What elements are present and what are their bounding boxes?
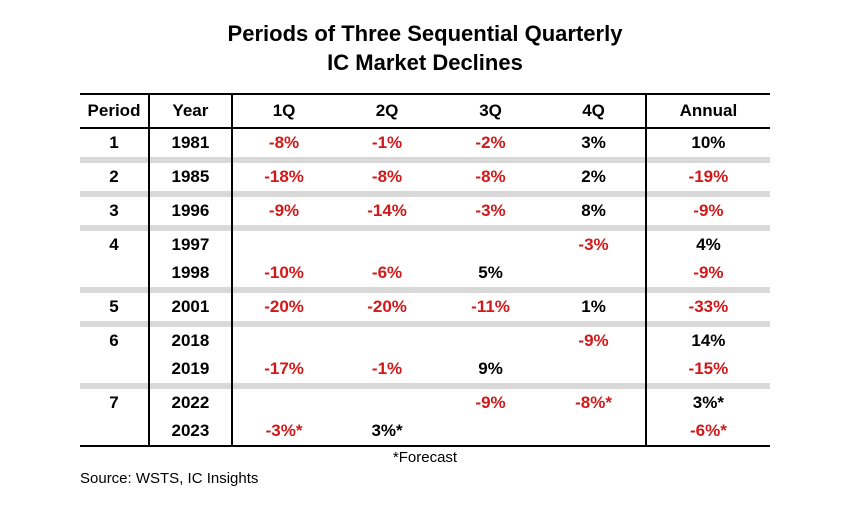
table-row: 41997 -3%4%	[80, 231, 770, 259]
chart-title: Periods of Three Sequential Quarterly IC…	[80, 20, 770, 77]
cell-annual: 3%*	[646, 389, 770, 417]
cell-period: 3	[80, 197, 149, 225]
cell-year: 1981	[149, 128, 232, 157]
cell-q3: -11%	[439, 293, 543, 321]
cell-q3: 9%	[439, 355, 543, 383]
cell-year: 2001	[149, 293, 232, 321]
cell-year: 2018	[149, 327, 232, 355]
cell-q2: -8%	[335, 163, 439, 191]
col-q3: 3Q	[439, 94, 543, 128]
cell-q3: -2%	[439, 128, 543, 157]
cell-annual: -9%	[646, 259, 770, 287]
cell-q3	[439, 327, 543, 355]
cell-q4: -8%*	[542, 389, 646, 417]
cell-q1: -9%	[232, 197, 336, 225]
cell-q4: 1%	[542, 293, 646, 321]
cell-q2: 3%*	[335, 417, 439, 446]
cell-q4: 8%	[542, 197, 646, 225]
cell-q3	[439, 417, 543, 446]
cell-q1	[232, 389, 336, 417]
decline-periods-table: Period Year 1Q 2Q 3Q 4Q Annual 11981-8%-…	[80, 93, 770, 447]
cell-q1: -18%	[232, 163, 336, 191]
cell-q1: -17%	[232, 355, 336, 383]
table-row: 62018 -9%14%	[80, 327, 770, 355]
table-row: 21985-18%-8%-8%2%-19%	[80, 163, 770, 191]
cell-year: 2019	[149, 355, 232, 383]
cell-q2	[335, 389, 439, 417]
cell-annual: 14%	[646, 327, 770, 355]
title-line-2: IC Market Declines	[327, 50, 523, 75]
col-q1: 1Q	[232, 94, 336, 128]
cell-year: 1997	[149, 231, 232, 259]
title-line-1: Periods of Three Sequential Quarterly	[228, 21, 623, 46]
col-period: Period	[80, 94, 149, 128]
cell-period	[80, 355, 149, 383]
source-footnote: Source: WSTS, IC Insights	[80, 470, 770, 487]
cell-annual: -19%	[646, 163, 770, 191]
cell-year: 1985	[149, 163, 232, 191]
cell-q1	[232, 327, 336, 355]
col-annual: Annual	[646, 94, 770, 128]
cell-annual: -6%*	[646, 417, 770, 446]
cell-q2: -1%	[335, 128, 439, 157]
cell-period	[80, 417, 149, 446]
cell-annual: -33%	[646, 293, 770, 321]
cell-q1: -20%	[232, 293, 336, 321]
cell-q3: -3%	[439, 197, 543, 225]
cell-q2: -1%	[335, 355, 439, 383]
cell-year: 2022	[149, 389, 232, 417]
cell-q2	[335, 327, 439, 355]
cell-year: 1996	[149, 197, 232, 225]
cell-q4	[542, 417, 646, 446]
cell-period: 5	[80, 293, 149, 321]
cell-q3: -8%	[439, 163, 543, 191]
table-row: 52001-20%-20%-11%1%-33%	[80, 293, 770, 321]
cell-q3	[439, 231, 543, 259]
cell-period	[80, 259, 149, 287]
cell-q4	[542, 355, 646, 383]
table-header-row: Period Year 1Q 2Q 3Q 4Q Annual	[80, 94, 770, 128]
cell-annual: 10%	[646, 128, 770, 157]
cell-q1	[232, 231, 336, 259]
cell-annual: -15%	[646, 355, 770, 383]
cell-q2: -6%	[335, 259, 439, 287]
cell-q1: -3%*	[232, 417, 336, 446]
cell-period: 6	[80, 327, 149, 355]
col-q4: 4Q	[542, 94, 646, 128]
cell-year: 1998	[149, 259, 232, 287]
cell-q1: -8%	[232, 128, 336, 157]
cell-annual: -9%	[646, 197, 770, 225]
table-row: 2023-3%*3%* -6%*	[80, 417, 770, 446]
cell-annual: 4%	[646, 231, 770, 259]
cell-year: 2023	[149, 417, 232, 446]
cell-q4: 3%	[542, 128, 646, 157]
cell-q2	[335, 231, 439, 259]
col-q2: 2Q	[335, 94, 439, 128]
cell-q2: -14%	[335, 197, 439, 225]
cell-period: 1	[80, 128, 149, 157]
cell-q3: -9%	[439, 389, 543, 417]
cell-q1: -10%	[232, 259, 336, 287]
cell-period: 2	[80, 163, 149, 191]
cell-period: 7	[80, 389, 149, 417]
cell-q4: 2%	[542, 163, 646, 191]
table-row: 1998-10%-6%5% -9%	[80, 259, 770, 287]
forecast-footnote: *Forecast	[80, 449, 770, 466]
table-row: 72022 -9%-8%*3%*	[80, 389, 770, 417]
cell-q4: -9%	[542, 327, 646, 355]
table-row: 11981-8%-1%-2%3%10%	[80, 128, 770, 157]
table-row: 2019-17%-1%9% -15%	[80, 355, 770, 383]
cell-q3: 5%	[439, 259, 543, 287]
cell-period: 4	[80, 231, 149, 259]
table-row: 31996-9%-14%-3%8%-9%	[80, 197, 770, 225]
cell-q4: -3%	[542, 231, 646, 259]
col-year: Year	[149, 94, 232, 128]
cell-q2: -20%	[335, 293, 439, 321]
cell-q4	[542, 259, 646, 287]
